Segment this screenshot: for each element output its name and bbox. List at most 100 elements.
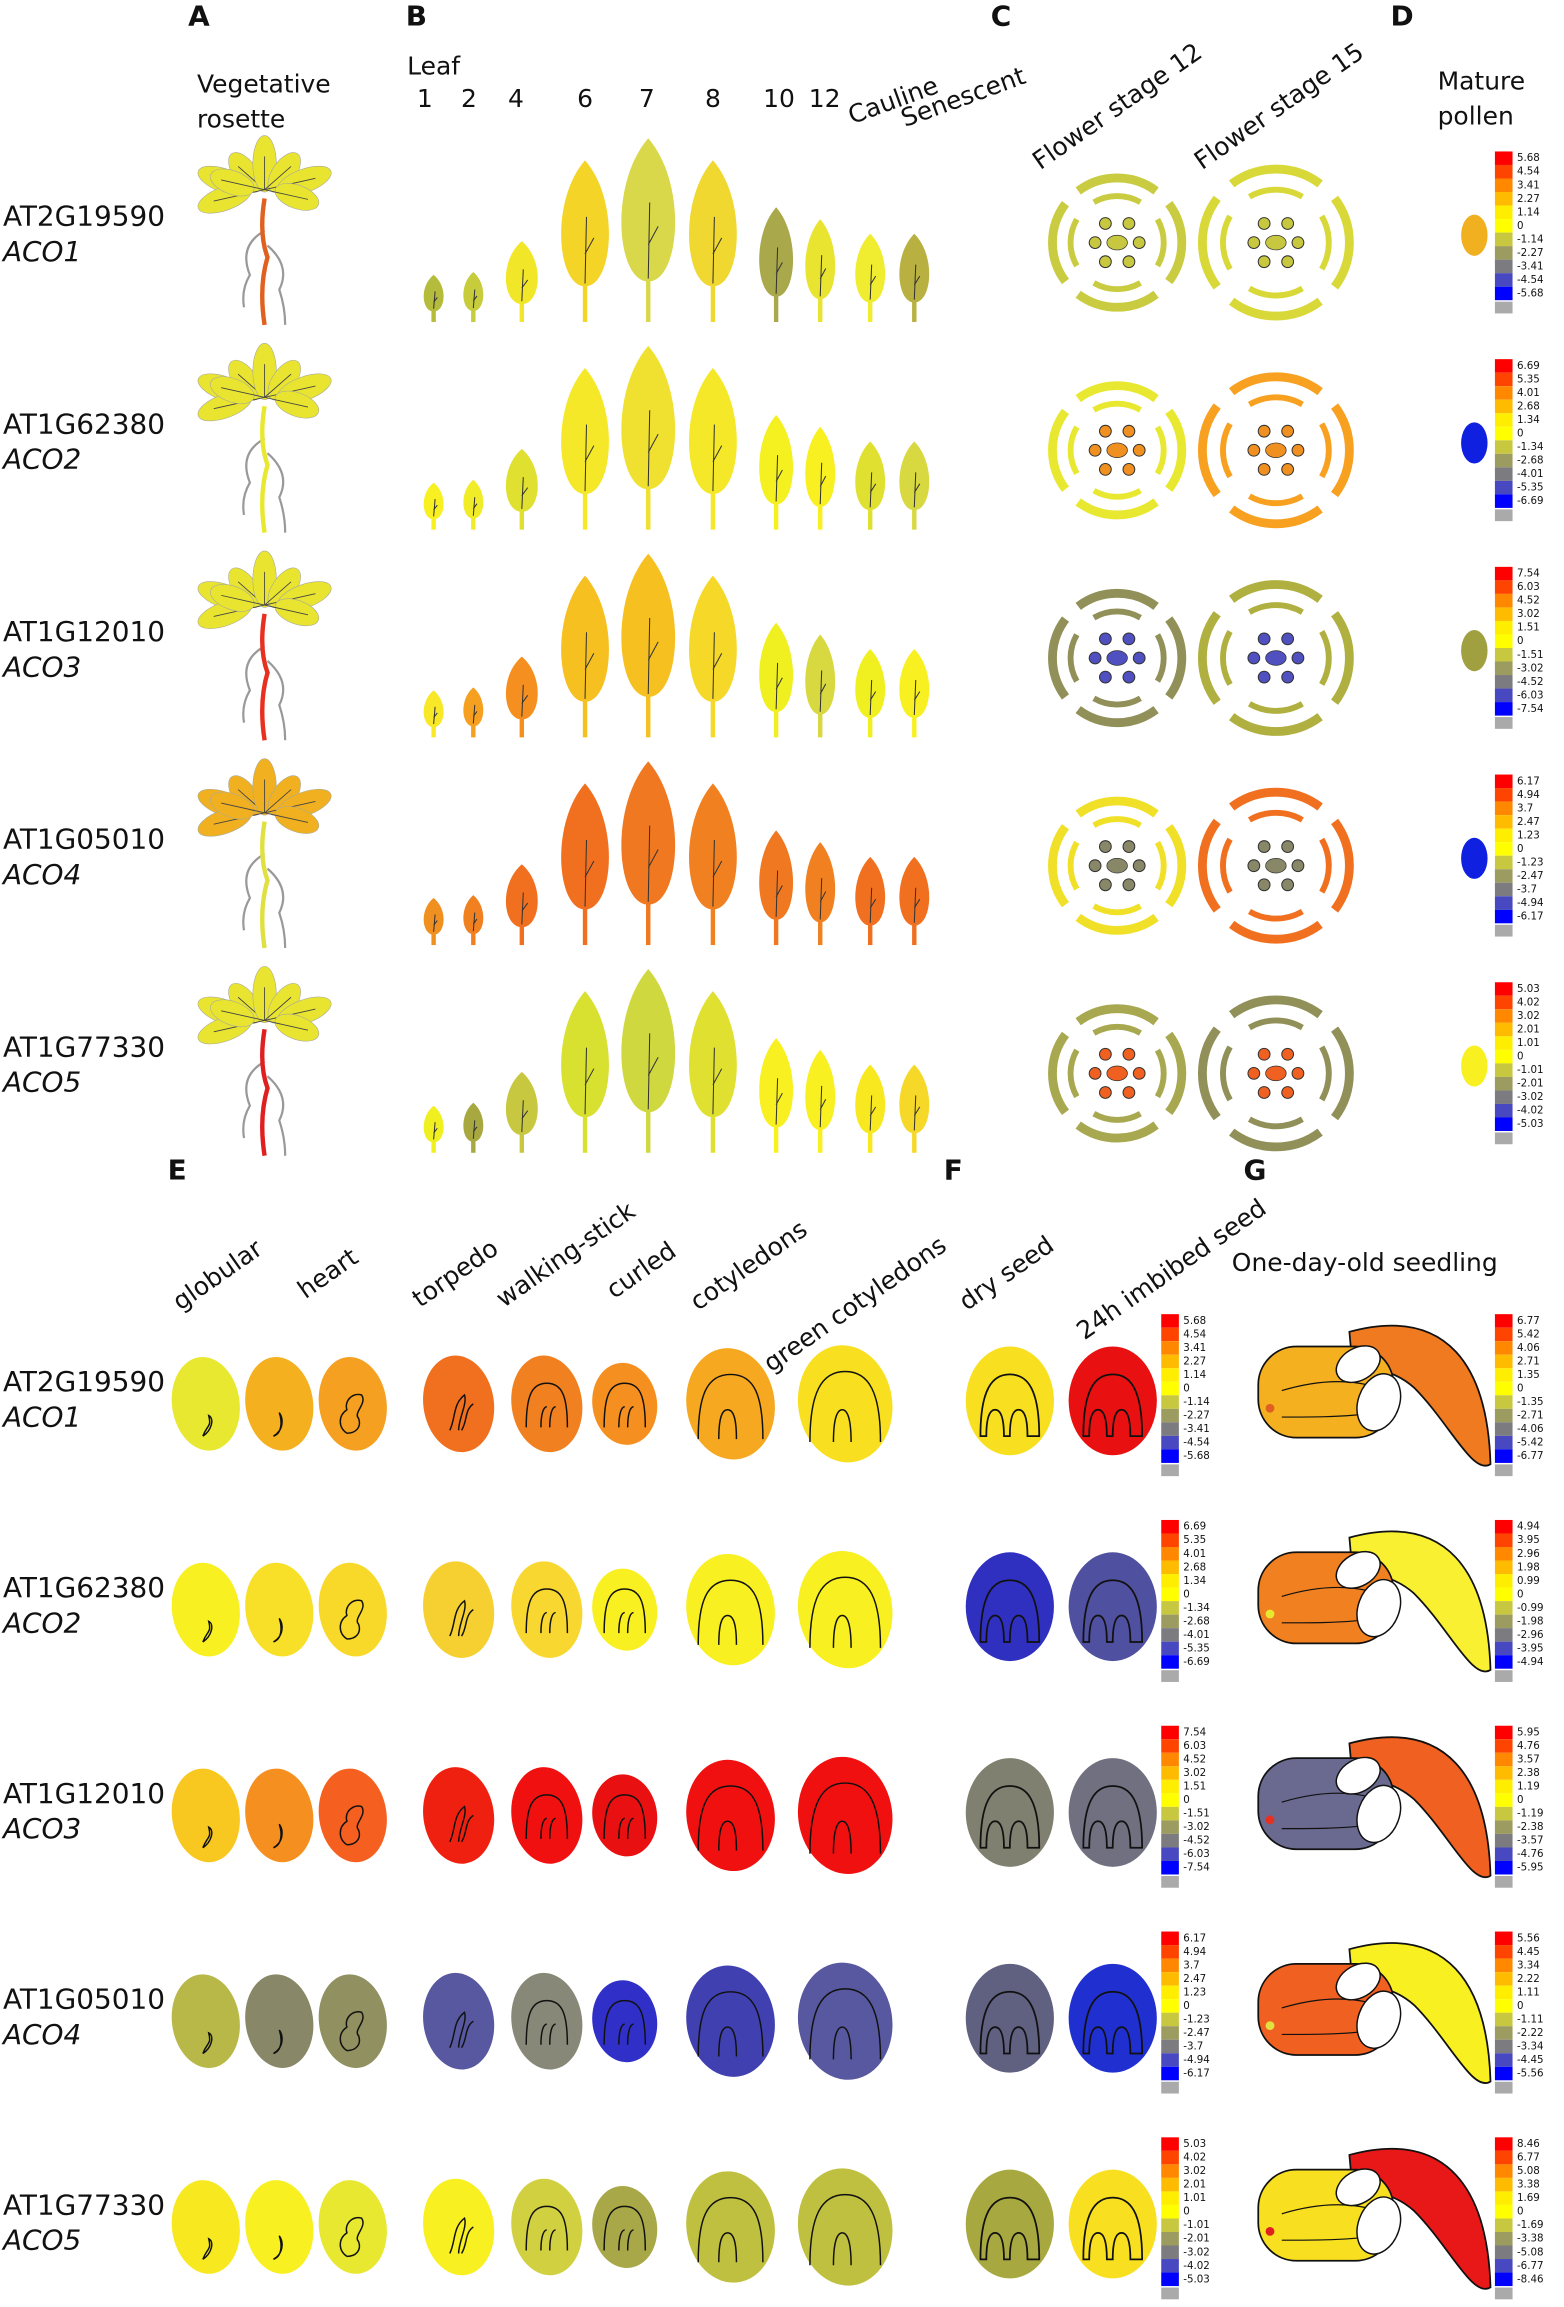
- midrib: [913, 472, 921, 508]
- scale-label: 1.19: [1517, 1781, 1540, 1793]
- pollen: [1461, 214, 1488, 256]
- petiole: [582, 698, 588, 738]
- leaf: [621, 138, 676, 282]
- seed-embryo: [979, 1785, 1041, 1849]
- scale-label: -2.01: [1183, 2233, 1210, 2245]
- embryo: [171, 2180, 240, 2274]
- scale-swatch: [1494, 164, 1513, 179]
- leaf-vein: [264, 166, 292, 191]
- carpel: [1106, 857, 1128, 874]
- scale-swatch: [1161, 1519, 1179, 1534]
- leaf-vein: [264, 396, 309, 408]
- scale-swatch: [1161, 1958, 1179, 1973]
- sepal: [1165, 408, 1187, 492]
- scale-swatch: [1494, 2259, 1513, 2273]
- scale-swatch: [1494, 509, 1513, 522]
- scale-label: 5.56: [1517, 1932, 1540, 1944]
- midrib: [584, 424, 595, 492]
- scale-label: 4.02: [1517, 997, 1540, 1009]
- leaf: [621, 553, 676, 697]
- seed: [1068, 1552, 1157, 1662]
- leaf: [463, 687, 484, 727]
- petal: [1220, 837, 1233, 894]
- embryo-outline: [449, 1393, 474, 1431]
- leaf: [899, 649, 930, 718]
- leaf-vein: [264, 789, 292, 814]
- scale-swatch: [1494, 301, 1513, 314]
- scale-label: -5.95: [1517, 1862, 1544, 1874]
- petiole: [646, 278, 651, 322]
- scale-label: -4.94: [1517, 1656, 1544, 1668]
- petal: [1319, 422, 1332, 479]
- scale-label: 4.06: [1517, 1342, 1540, 1354]
- midrib: [775, 247, 783, 294]
- anther: [1098, 878, 1112, 892]
- scale-label: -2.71: [1517, 1410, 1544, 1422]
- root-tip: [1265, 1815, 1275, 1825]
- leaf: [505, 656, 538, 720]
- midrib: [775, 870, 783, 917]
- sepal: [1197, 195, 1221, 290]
- scale-label: 6.69: [1183, 1521, 1206, 1533]
- embryo-label: torpedo: [407, 1233, 504, 1313]
- scale-label: -1.34: [1183, 1602, 1210, 1614]
- petal: [1092, 816, 1142, 828]
- scale-swatch: [1494, 842, 1513, 856]
- midrib: [584, 216, 595, 284]
- midrib: [819, 670, 827, 712]
- leaf: [805, 426, 836, 508]
- anther: [1098, 632, 1112, 646]
- seed-embryo: [979, 1990, 1041, 2055]
- side-root: [242, 437, 287, 533]
- petal: [1220, 630, 1233, 686]
- scale-label: -3.02: [1183, 1821, 1210, 1833]
- midrib: [775, 662, 783, 710]
- embryo: [423, 1561, 495, 1658]
- embryo-outline: [809, 1576, 882, 1648]
- scale-label: -6.03: [1183, 1848, 1210, 1860]
- scale-swatch: [1494, 828, 1513, 843]
- embryo-outline: [525, 1588, 569, 1634]
- scale-label: 3.41: [1517, 179, 1540, 191]
- scale-swatch: [1494, 1601, 1513, 1615]
- seed-embryo: [1082, 1990, 1144, 2055]
- petiole: [710, 283, 716, 322]
- scale-label: -4.45: [1517, 2054, 1544, 2066]
- leaf: [689, 991, 737, 1118]
- leaf: [621, 345, 676, 490]
- scale-label: 1.01: [1183, 2192, 1206, 2204]
- sepal: [1229, 580, 1323, 603]
- scale-label: -7.54: [1183, 1862, 1210, 1874]
- pollen: [1461, 422, 1488, 464]
- anther: [1281, 255, 1295, 269]
- embryo-outline: [273, 2235, 283, 2261]
- sepal: [1048, 616, 1070, 700]
- scale-label: 0: [1517, 1794, 1524, 1806]
- sepal: [1165, 824, 1187, 908]
- midrib: [647, 1033, 659, 1110]
- anther: [1098, 1086, 1112, 1099]
- petal: [1154, 1048, 1167, 1099]
- scale-label: 3.02: [1183, 1767, 1206, 1779]
- anther: [1098, 463, 1112, 476]
- scale-label: -4.94: [1183, 2054, 1210, 2066]
- root: [260, 198, 270, 326]
- scale-label: 2.47: [1517, 816, 1540, 828]
- scale-swatch: [1494, 2026, 1513, 2040]
- seed-coat: [1335, 1550, 1381, 1589]
- carpel: [1106, 442, 1128, 459]
- anther: [1132, 236, 1146, 249]
- leaf-label: 2: [461, 84, 477, 113]
- scale-label: -4.02: [1183, 2260, 1210, 2272]
- scale-swatch: [1494, 2137, 1513, 2151]
- embryo-outline: [697, 1373, 764, 1440]
- scale-label: -1.01: [1517, 1064, 1544, 1076]
- leaf: [621, 969, 676, 1113]
- scale-swatch: [1161, 1931, 1179, 1946]
- anther: [1281, 1047, 1295, 1061]
- embryo: [171, 1562, 240, 1657]
- scale-label: -1.98: [1517, 1615, 1544, 1627]
- scale-label: 4.76: [1517, 1740, 1540, 1752]
- scale-swatch: [1494, 2012, 1513, 2027]
- embryo: [423, 2178, 495, 2276]
